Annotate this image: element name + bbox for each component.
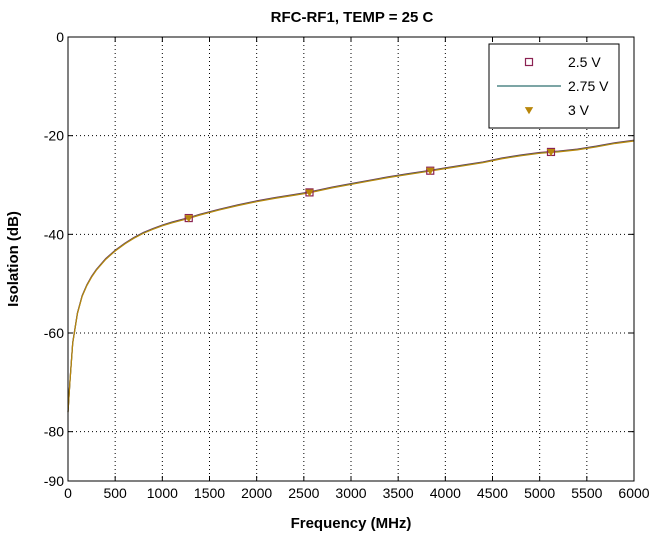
x-tick-label: 0 [64,485,72,501]
legend-label: 2.5 V [568,54,601,70]
series-marker [184,215,193,223]
x-axis-label: Frequency (MHz) [291,515,412,532]
legend-swatch [524,57,534,67]
y-tick-label: -20 [44,128,64,144]
legend-swatch [524,107,534,115]
y-tick-label: -90 [44,473,64,489]
y-tick-label: -60 [44,325,64,341]
y-tick-label: -40 [44,226,64,242]
legend: 2.5 V 2.75 V 3 V [488,43,620,129]
x-tick-label: 1500 [194,485,225,501]
x-tick-label: 4500 [477,485,508,501]
y-tick-label: -80 [44,424,64,440]
axis-ticks: 0 500 1000 1500 2000 2500 3000 3500 4000 4500 5000… [44,29,650,501]
y-axis-label: Isolation (dB) [5,211,22,307]
x-tick-label: 2500 [288,485,319,501]
x-tick-label: 5500 [571,485,602,501]
y-tick-label: 0 [56,29,64,45]
chart-title: RFC-RF1, TEMP = 25 C [271,9,434,26]
legend-label: 2.75 V [568,78,609,94]
markers-layer [184,147,556,223]
x-tick-label: 1000 [147,485,178,501]
x-tick-label: 3000 [335,485,366,501]
x-tick-label: 500 [103,485,127,501]
series-marker [305,189,314,197]
legend-label: 3 V [568,102,590,118]
series-marker [426,167,435,175]
x-tick-label: 4000 [430,485,461,501]
x-tick-label: 6000 [618,485,649,501]
series-marker [546,149,556,157]
x-tick-label: 3500 [383,485,414,501]
x-tick-label: 2000 [241,485,272,501]
x-tick-label: 5000 [524,485,555,501]
series-line-3 [67,140,635,413]
series-layer [67,139,635,413]
